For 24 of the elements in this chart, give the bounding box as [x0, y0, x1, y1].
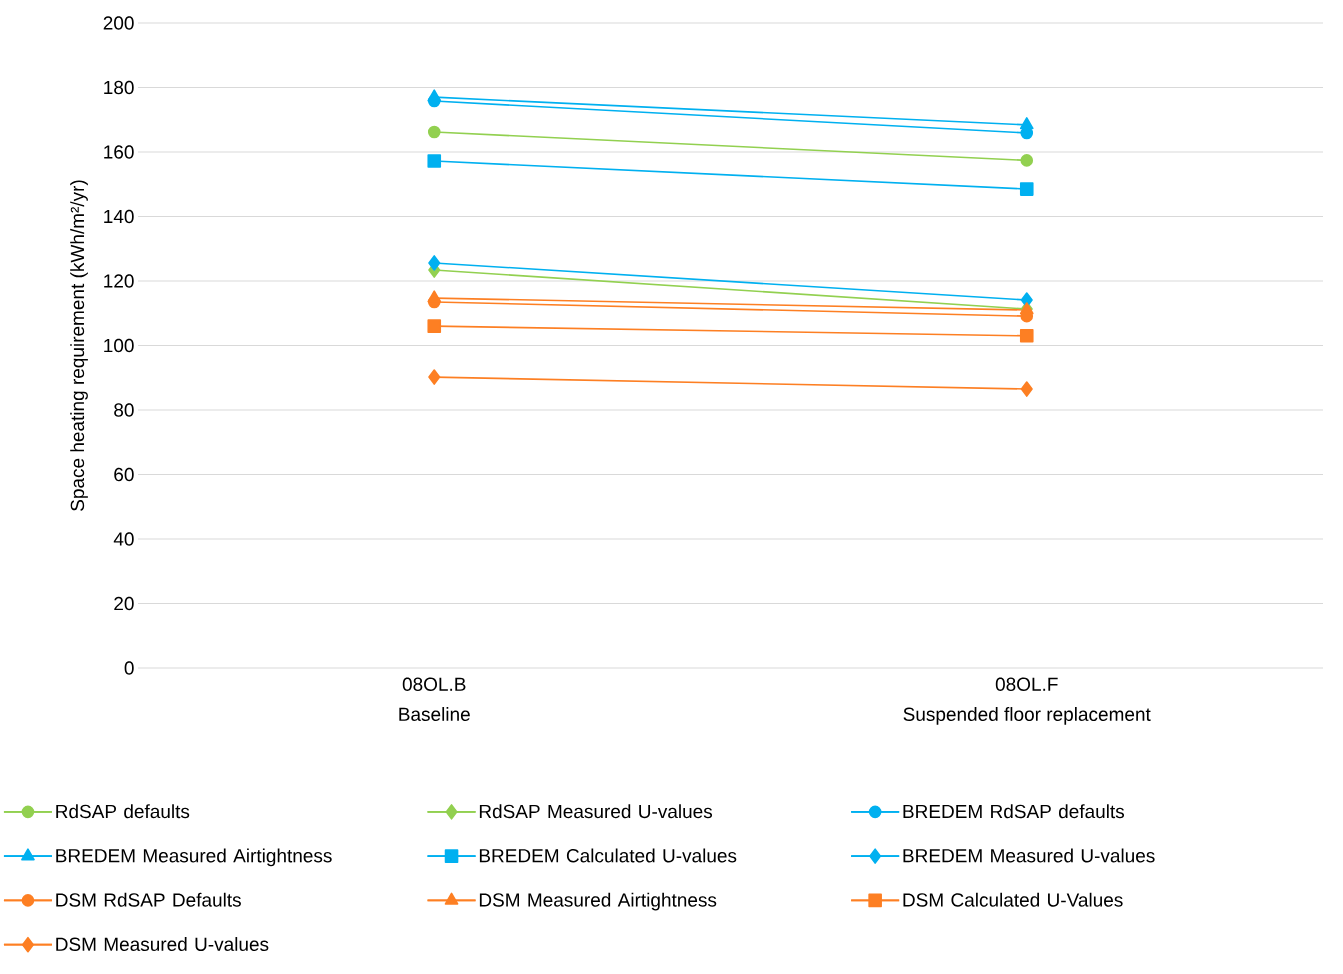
y-tick-label: 20: [114, 596, 134, 611]
y-tick-label: 100: [104, 338, 134, 353]
y-tick-label: 120: [104, 274, 134, 288]
y-tick-label: 40: [113, 532, 134, 546]
legend-label: DSM RdSAP Defaults: [56, 892, 241, 907]
y-tick-label: 180: [104, 80, 134, 95]
legend-label: BREDEM RdSAP defaults: [903, 804, 1125, 819]
legend-label: DSM Measured Airtightness: [479, 892, 717, 911]
legend-label: RdSAP defaults: [56, 804, 190, 819]
legend-label: DSM Measured U-values: [56, 937, 269, 951]
legend-label: BREDEM Measured Airtightness: [56, 848, 332, 867]
x-tick-label: 08OL.F Suspended floor replacement: [903, 677, 1151, 725]
y-tick-label: 80: [114, 403, 134, 417]
legend-label: DSM Calculated U-Values: [903, 892, 1123, 907]
y-tick-label: 160: [104, 145, 134, 159]
legend-label: BREDEM Calculated U-values: [479, 848, 737, 863]
y-tick-label: 0: [124, 661, 134, 675]
y-tick-label: 60: [114, 467, 134, 482]
y-tick-label: 140: [104, 209, 134, 224]
x-tick-label: 08OL.B Baseline: [399, 677, 470, 721]
y-tick-label: 200: [103, 16, 134, 30]
y-axis-title: Space heating requirement (kWh/m²/yr): [70, 180, 88, 511]
legend-label: BREDEM Measured U-values: [903, 848, 1155, 863]
legend-label: RdSAP Measured U-values: [479, 804, 713, 819]
